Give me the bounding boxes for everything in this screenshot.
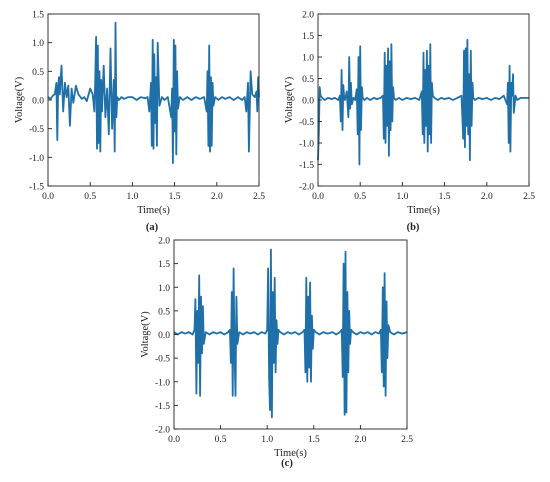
y-tick-label-c: 1.5 — [158, 260, 170, 270]
y-tick-label-a: -1.5 — [29, 183, 44, 193]
y-tick-label-c: 0.0 — [158, 331, 170, 341]
y-tick-label-c: 2.0 — [158, 237, 170, 247]
panel-label-c: (c) — [281, 458, 293, 469]
y-axis-label-b: Voltage(V) — [284, 76, 295, 123]
x-tick-label-a: 2.0 — [211, 192, 223, 202]
y-tick-label-b: 2.0 — [302, 11, 314, 21]
y-tick-label-a: -0.5 — [29, 125, 44, 135]
x-tick-label-c: 0.0 — [168, 435, 180, 445]
x-tick-label-c: 2.5 — [401, 435, 413, 445]
y-tick-label-a: 0.0 — [32, 97, 44, 107]
y-tick-label-b: 1.0 — [302, 54, 314, 64]
y-tick-label-b: -2.0 — [299, 183, 314, 193]
x-tick-label-b: 1.0 — [396, 192, 408, 202]
x-tick-label-a: 1.5 — [169, 192, 181, 202]
y-tick-label-b: 0.5 — [302, 75, 314, 85]
panel-label-b: (b) — [407, 222, 420, 233]
series-line-c — [173, 248, 408, 419]
x-tick-label-a: 0.0 — [42, 192, 54, 202]
y-tick-label-a: 0.5 — [32, 68, 44, 78]
x-axis-label-a: Time(s) — [137, 205, 170, 216]
x-tick-label-b: 0.5 — [354, 192, 366, 202]
y-tick-label-b: 0.0 — [302, 97, 314, 107]
y-tick-label-b: -1.5 — [299, 161, 314, 171]
x-tick-label-c: 1.5 — [308, 435, 320, 445]
panel-label-a: (a) — [146, 222, 159, 233]
x-tick-label-b: 1.5 — [439, 192, 451, 202]
x-tick-label-b: 2.5 — [523, 192, 535, 202]
x-tick-label-c: 1.0 — [261, 435, 273, 445]
series-line-b — [317, 38, 529, 166]
x-tick-label-c: 0.5 — [215, 435, 227, 445]
y-axis-label-a: Voltage(V) — [14, 76, 25, 123]
y-tick-label-c: 0.5 — [158, 307, 170, 317]
series-line-a — [47, 21, 260, 164]
x-tick-label-a: 1.0 — [126, 192, 138, 202]
x-tick-label-a: 2.5 — [253, 192, 265, 202]
x-axis-label-b: Time(s) — [407, 205, 440, 216]
y-tick-label-b: -1.0 — [299, 140, 314, 150]
y-tick-label-c: -2.0 — [155, 426, 170, 436]
y-axis-label-c: Voltage(V) — [140, 311, 151, 358]
y-tick-label-c: -1.0 — [155, 378, 170, 388]
x-tick-label-b: 0.0 — [312, 192, 324, 202]
x-tick-label-c: 2.0 — [354, 435, 366, 445]
y-tick-label-b: 1.5 — [302, 32, 314, 42]
y-tick-label-b: -0.5 — [299, 118, 314, 128]
x-tick-label-a: 0.5 — [84, 192, 96, 202]
x-axis-label-c: Time(s) — [274, 448, 307, 459]
y-tick-label-c: 1.0 — [158, 284, 170, 294]
y-tick-label-a: 1.5 — [32, 11, 44, 21]
y-tick-label-c: -1.5 — [155, 402, 170, 412]
y-tick-label-a: 1.0 — [32, 39, 44, 49]
x-tick-label-b: 2.0 — [481, 192, 493, 202]
y-tick-label-c: -0.5 — [155, 355, 170, 365]
y-tick-label-a: -1.0 — [29, 154, 44, 164]
